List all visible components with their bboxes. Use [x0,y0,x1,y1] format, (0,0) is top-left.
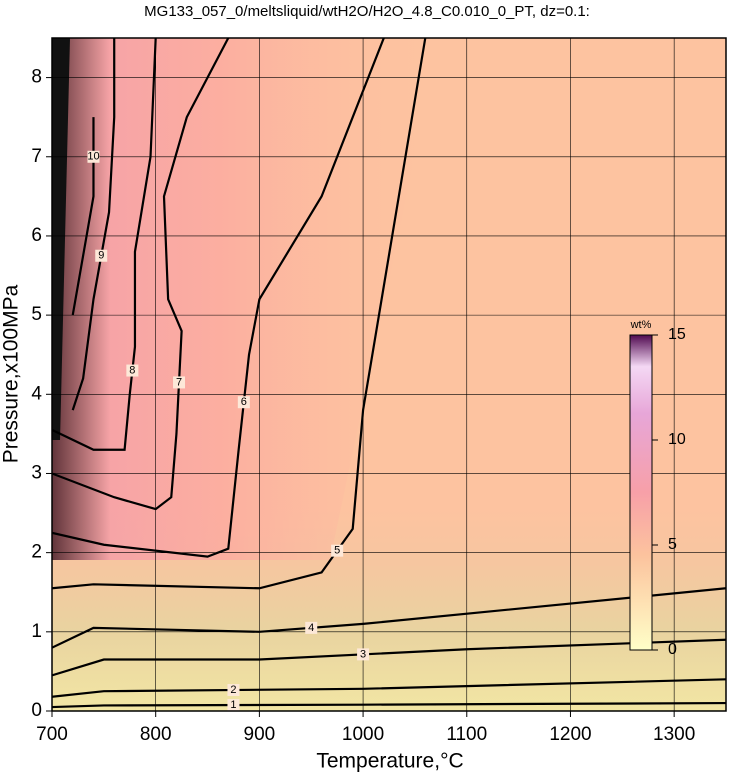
contour-line [52,638,726,677]
y-tick-label: 7 [31,146,42,167]
contour-label-bg [95,249,108,262]
plot-area [52,38,726,711]
y-tick-label: 1 [31,621,42,642]
contours: 1 2 3 4 5 6 7 8 9 10 [52,38,726,711]
x-tick-label: 1100 [446,724,487,745]
colorbar-tick-label: 0 [668,641,677,658]
contour-label: 5 [334,545,340,557]
contour-label: 6 [241,396,247,408]
x-tick-label: 900 [244,724,276,745]
y-tick-label: 2 [31,542,42,563]
contour-label-bg [357,648,370,661]
contour-label: 10 [87,151,99,163]
contour-label-bg [305,621,318,634]
chart-title: MG133_057_0/meltsliquid/wtH2O/H2O_4.8_C0… [144,3,590,20]
colorbar-tick-label: 5 [668,536,677,553]
contour-line [52,38,385,558]
y-tick-label: 3 [31,462,42,483]
y-tick-label: 6 [31,225,42,246]
x-tick-label: 700 [36,724,68,745]
y-tick-label: 8 [31,67,42,88]
contour-line [52,38,427,590]
contour-label: 7 [176,376,182,388]
y-tick-label: 5 [31,304,42,325]
y-tick-label: 4 [31,383,42,404]
contour-label-bg [126,364,139,377]
contour-label-bg [173,376,186,389]
colorbar-label: wt% [630,319,652,331]
contour-label: 9 [98,250,104,262]
contour-label-bg [227,699,240,711]
contour-label-bg [227,684,240,697]
colorbar [629,334,653,651]
shading [52,38,70,440]
contour-label: 2 [230,684,236,696]
y-axis-title: Pressure,x100MPa [0,284,23,463]
x-tick-label: 1300 [653,724,695,745]
contour-label-bg [331,544,344,557]
x-axis-title: Temperature,°C [316,750,463,773]
contour-line [52,587,726,649]
contour-label: 3 [360,648,366,660]
contour-label: 8 [129,364,135,376]
y-tick-label: 0 [31,700,42,721]
colorbar-tick-label: 15 [668,326,686,343]
contour-label: 4 [308,622,314,634]
x-tick-label: 1200 [549,724,591,745]
contour-label-bg [87,150,100,163]
x-tick-label: 1000 [342,724,384,745]
contour-label: 1 [230,699,236,711]
plot-frame [51,37,727,712]
colorbar-tick-label: 10 [668,431,686,448]
contour-label-bg [237,396,250,409]
x-tick-label: 800 [140,724,172,745]
contour-line [71,117,95,316]
